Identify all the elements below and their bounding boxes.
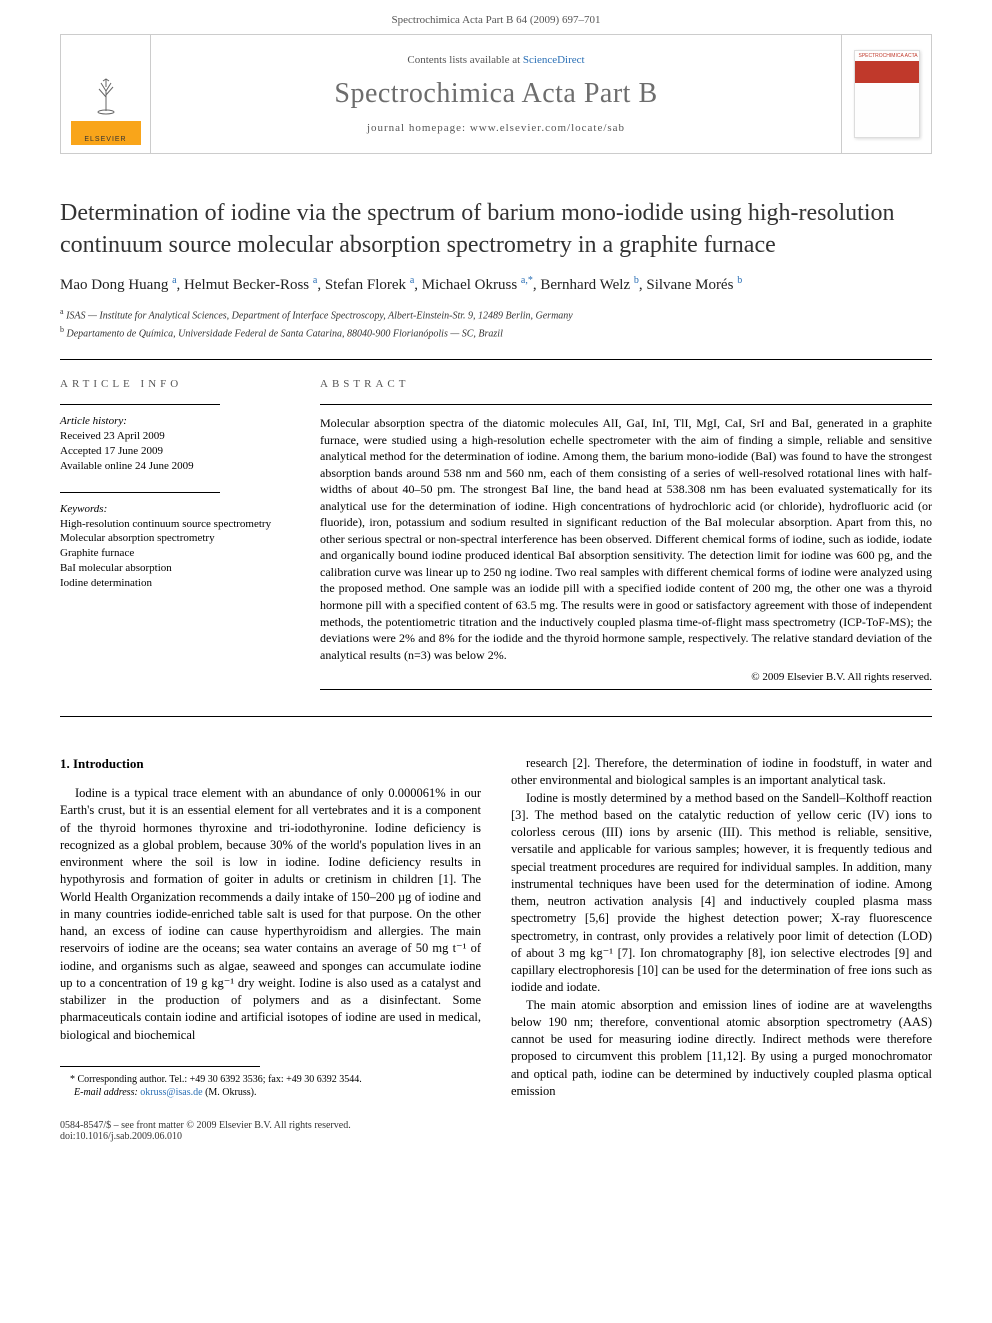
keywords-heading: Keywords:	[60, 503, 296, 515]
section-divider	[60, 716, 932, 717]
author: Helmut Becker-Ross a	[184, 277, 317, 293]
keyword: Molecular absorption spectrometry	[60, 531, 296, 546]
body-paragraph: Iodine is a typical trace element with a…	[60, 785, 481, 1044]
author: Michael Okruss a,*	[422, 277, 533, 293]
abstract-col: ABSTRACT Molecular absorption spectra of…	[320, 378, 932, 700]
issn-line: 0584-8547/$ – see front matter © 2009 El…	[60, 1120, 932, 1131]
accepted-date: Accepted 17 June 2009	[60, 444, 296, 459]
received-date: Received 23 April 2009	[60, 429, 296, 444]
info-abstract-row: ARTICLE INFO Article history: Received 2…	[60, 360, 932, 700]
body-paragraph: research [2]. Therefore, the determinati…	[511, 755, 932, 790]
article-info-label: ARTICLE INFO	[60, 378, 296, 390]
abstract-label: ABSTRACT	[320, 378, 932, 390]
running-header: Spectrochimica Acta Part B 64 (2009) 697…	[0, 0, 992, 34]
corresponding-author-note: * Corresponding author. Tel.: +49 30 639…	[60, 1073, 481, 1087]
elsevier-label: ELSEVIER	[71, 136, 141, 143]
author: Silvane Morés b	[646, 277, 742, 293]
page-footer: 0584-8547/$ – see front matter © 2009 El…	[60, 1120, 932, 1142]
contents-line: Contents lists available at ScienceDirec…	[151, 54, 841, 66]
keyword: BaI molecular absorption	[60, 561, 296, 576]
keyword: High-resolution continuum source spectro…	[60, 517, 296, 532]
affiliations: a ISAS — Institute for Analytical Scienc…	[60, 306, 932, 341]
author: Bernhard Welz b	[540, 277, 638, 293]
info-divider	[60, 492, 220, 493]
contents-prefix: Contents lists available at	[407, 54, 522, 66]
journal-meta-bar: ELSEVIER Contents lists available at Sci…	[60, 34, 932, 154]
author: Stefan Florek a	[325, 277, 414, 293]
cover-band	[855, 61, 919, 83]
sciencedirect-link[interactable]: ScienceDirect	[523, 54, 585, 66]
abstract-copyright: © 2009 Elsevier B.V. All rights reserved…	[320, 671, 932, 683]
article-title: Determination of iodine via the spectrum…	[60, 198, 932, 261]
publisher-logo-block: ELSEVIER	[61, 35, 151, 153]
meta-center: Contents lists available at ScienceDirec…	[151, 48, 841, 140]
elsevier-logo: ELSEVIER	[71, 65, 141, 145]
doi-line: doi:10.1016/j.sab.2009.06.010	[60, 1131, 932, 1142]
abstract-divider	[320, 404, 932, 405]
body-left-column: 1. Introduction Iodine is a typical trac…	[60, 755, 481, 1100]
affiliation: b Departamento de Química, Universidade …	[60, 324, 932, 341]
author-list: Mao Dong Huang a, Helmut Becker-Ross a, …	[60, 275, 932, 294]
body-right-column: research [2]. Therefore, the determinati…	[511, 755, 932, 1100]
journal-title: Spectrochimica Acta Part B	[151, 78, 841, 110]
online-date: Available online 24 June 2009	[60, 459, 296, 474]
journal-cover-block: SPECTROCHIMICA ACTA	[841, 35, 931, 153]
abstract-text: Molecular absorption spectra of the diat…	[320, 415, 932, 663]
homepage-line: journal homepage: www.elsevier.com/locat…	[151, 122, 841, 134]
body-paragraph: The main atomic absorption and emission …	[511, 997, 932, 1101]
homepage-url[interactable]: www.elsevier.com/locate/sab	[470, 122, 625, 134]
cover-thumbnail: SPECTROCHIMICA ACTA	[854, 50, 920, 138]
author: Mao Dong Huang a	[60, 277, 177, 293]
email-label: E-mail address:	[74, 1087, 138, 1098]
footnote-separator	[60, 1066, 260, 1067]
info-divider	[60, 404, 220, 405]
body-paragraph: Iodine is mostly determined by a method …	[511, 790, 932, 997]
cover-thumb-label: SPECTROCHIMICA ACTA	[859, 53, 918, 59]
article-info-col: ARTICLE INFO Article history: Received 2…	[60, 378, 320, 700]
email-person: (M. Okruss).	[205, 1087, 256, 1098]
affiliation: a ISAS — Institute for Analytical Scienc…	[60, 306, 932, 323]
keyword: Iodine determination	[60, 576, 296, 591]
body-two-column: 1. Introduction Iodine is a typical trac…	[60, 755, 932, 1100]
homepage-prefix: journal homepage:	[367, 122, 470, 134]
keyword: Graphite furnace	[60, 546, 296, 561]
intro-heading: 1. Introduction	[60, 755, 481, 773]
history-heading: Article history:	[60, 415, 296, 427]
email-line: E-mail address: okruss@isas.de (M. Okrus…	[60, 1086, 481, 1100]
elsevier-tree-icon	[85, 71, 127, 125]
email-link[interactable]: okruss@isas.de	[140, 1087, 202, 1098]
abstract-divider-bottom	[320, 689, 932, 690]
